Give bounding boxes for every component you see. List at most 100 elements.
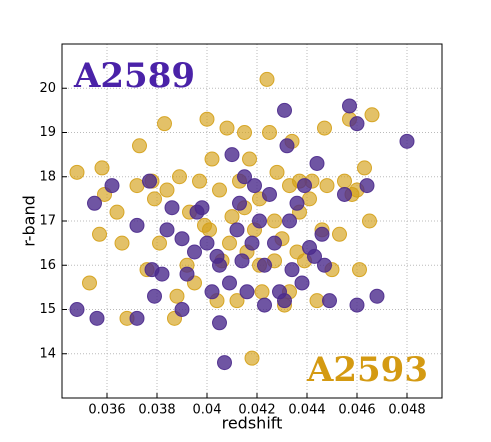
x-tick-label: 0.046 bbox=[338, 403, 375, 418]
point bbox=[179, 266, 195, 282]
y-tick-label: 17 bbox=[39, 214, 56, 229]
point bbox=[262, 186, 277, 202]
point bbox=[302, 191, 317, 207]
point bbox=[364, 107, 380, 123]
x-axis-label: redshift bbox=[222, 414, 283, 433]
point bbox=[237, 125, 252, 140]
point bbox=[317, 257, 332, 273]
point bbox=[229, 222, 245, 238]
point bbox=[174, 231, 190, 247]
y-tick-label: 14 bbox=[39, 346, 56, 361]
y-tick-label: 15 bbox=[39, 302, 56, 317]
point bbox=[229, 293, 245, 309]
x-tick-label: 0.042 bbox=[238, 403, 275, 418]
point bbox=[194, 200, 210, 216]
point bbox=[352, 262, 367, 278]
point bbox=[222, 235, 237, 251]
point bbox=[217, 355, 232, 371]
point bbox=[319, 178, 335, 194]
point bbox=[297, 178, 312, 194]
x-tick-label: 0.044 bbox=[288, 403, 325, 418]
point bbox=[294, 275, 310, 291]
point bbox=[277, 102, 292, 118]
point bbox=[199, 235, 215, 251]
point bbox=[147, 288, 162, 304]
point bbox=[129, 178, 145, 194]
point bbox=[267, 235, 282, 251]
point bbox=[109, 204, 125, 220]
point bbox=[237, 169, 252, 185]
y-tick-label: 18 bbox=[39, 169, 56, 184]
point bbox=[222, 275, 237, 291]
point bbox=[349, 116, 365, 132]
point bbox=[199, 111, 215, 127]
point bbox=[157, 116, 172, 132]
point bbox=[187, 244, 202, 260]
point bbox=[154, 266, 170, 282]
point bbox=[269, 164, 285, 180]
point bbox=[257, 257, 272, 273]
point bbox=[92, 226, 107, 242]
point bbox=[104, 178, 120, 194]
point bbox=[152, 235, 167, 251]
point bbox=[69, 164, 85, 180]
point bbox=[142, 173, 157, 189]
point bbox=[192, 173, 207, 189]
x-tick-label: 0.04 bbox=[193, 403, 222, 418]
point bbox=[279, 138, 295, 154]
point bbox=[289, 195, 305, 211]
annotation: A2593 bbox=[306, 350, 428, 390]
x-tick-label: 0.036 bbox=[88, 403, 125, 418]
point bbox=[254, 284, 270, 300]
y-axis-label: r-band bbox=[20, 195, 39, 247]
point bbox=[219, 120, 235, 136]
point bbox=[147, 191, 162, 207]
point bbox=[399, 133, 415, 149]
point bbox=[89, 310, 105, 326]
y-tick-label: 20 bbox=[39, 81, 56, 96]
point bbox=[267, 213, 282, 229]
x-tick-label: 0.038 bbox=[138, 403, 175, 418]
annotation: A2589 bbox=[73, 56, 195, 96]
point bbox=[284, 262, 300, 278]
point bbox=[224, 147, 240, 163]
point bbox=[252, 213, 267, 229]
point bbox=[257, 297, 272, 313]
plot-frame bbox=[61, 43, 443, 399]
point bbox=[224, 209, 240, 225]
point bbox=[212, 257, 227, 273]
point bbox=[322, 293, 337, 309]
point bbox=[87, 195, 102, 211]
point bbox=[159, 222, 175, 238]
point bbox=[239, 284, 255, 300]
point bbox=[114, 235, 130, 251]
point bbox=[247, 178, 262, 194]
point bbox=[309, 155, 325, 171]
point bbox=[169, 288, 185, 304]
point bbox=[202, 222, 217, 238]
point bbox=[342, 98, 357, 114]
point bbox=[309, 293, 325, 309]
point bbox=[129, 310, 145, 326]
point bbox=[164, 200, 180, 216]
point bbox=[159, 182, 175, 198]
point bbox=[349, 297, 365, 313]
y-tick-label: 16 bbox=[39, 258, 56, 273]
x-tick-label: 0.048 bbox=[388, 403, 425, 418]
point bbox=[259, 71, 275, 87]
point bbox=[337, 173, 352, 189]
point bbox=[232, 195, 247, 211]
point bbox=[82, 275, 97, 291]
point bbox=[282, 213, 297, 229]
point bbox=[314, 226, 330, 242]
point bbox=[129, 217, 145, 233]
point bbox=[132, 138, 147, 154]
point bbox=[234, 253, 250, 269]
y-tick-label: 19 bbox=[39, 125, 56, 140]
point bbox=[317, 120, 332, 136]
point bbox=[172, 169, 187, 185]
point bbox=[212, 182, 227, 198]
point bbox=[244, 350, 260, 366]
point bbox=[332, 226, 347, 242]
